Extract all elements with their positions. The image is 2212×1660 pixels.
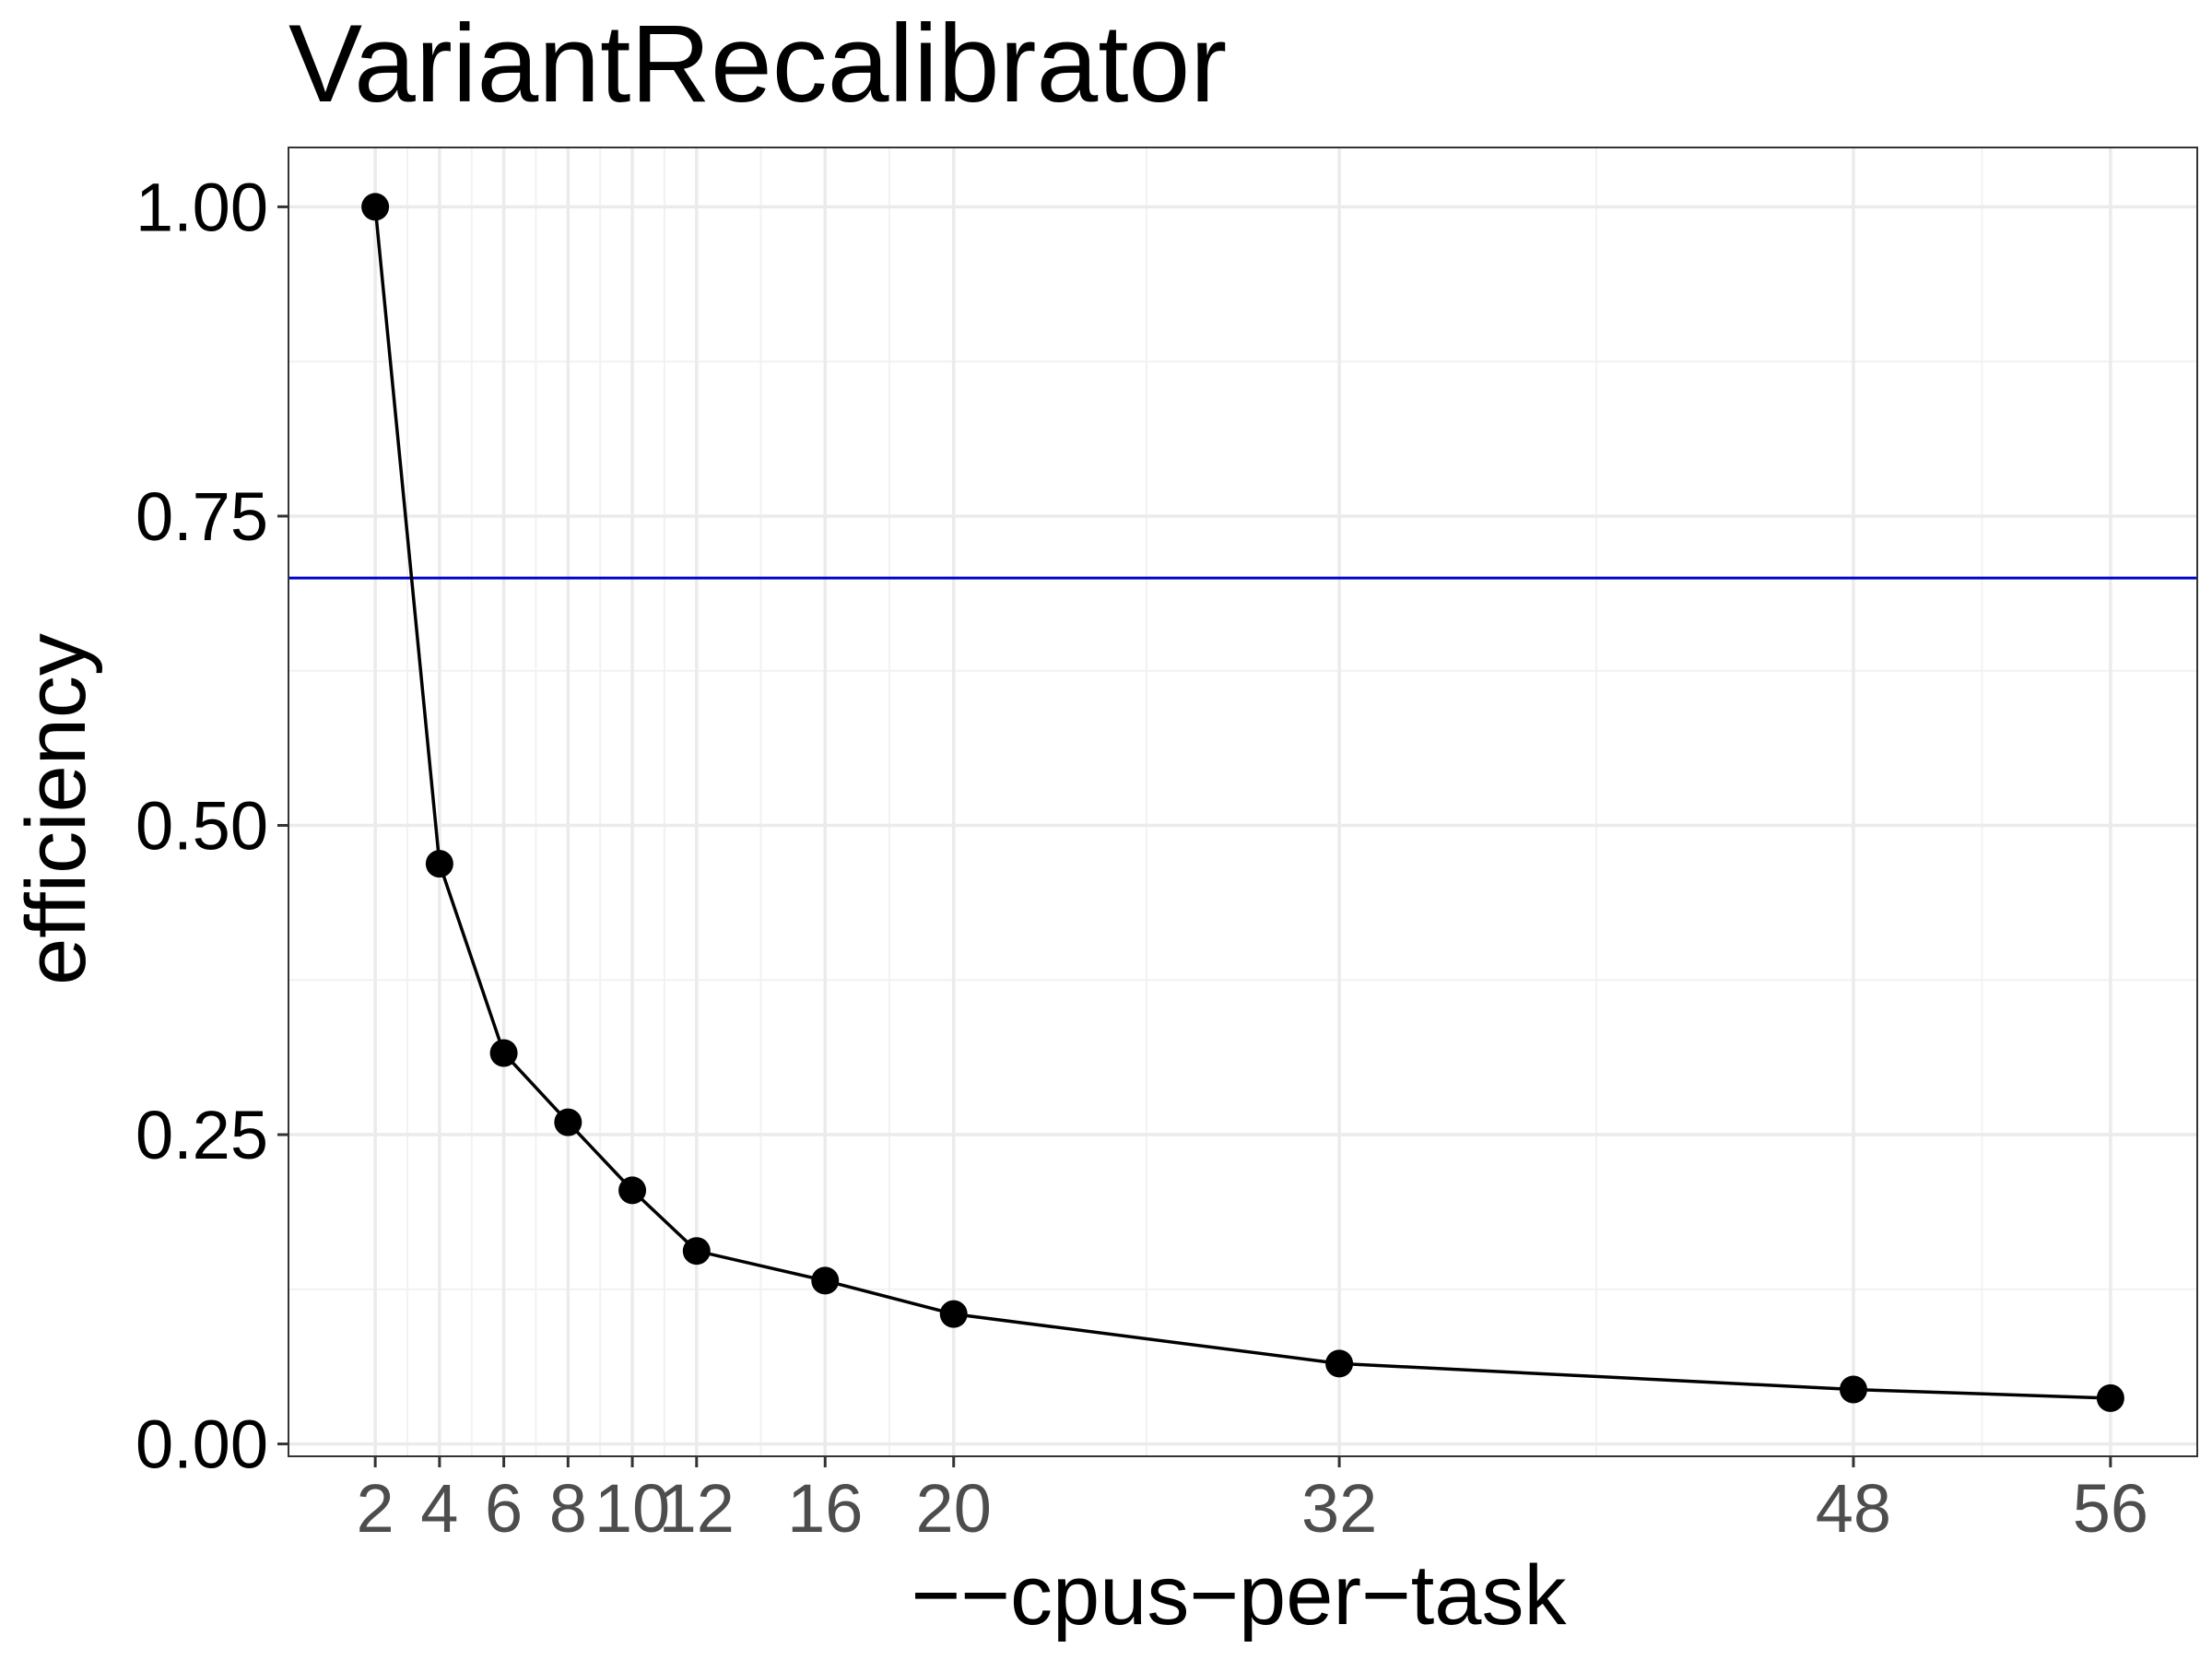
data-point — [618, 1176, 647, 1205]
y-tick-label: 1.00 — [135, 169, 268, 245]
data-point — [425, 850, 453, 878]
data-point — [1325, 1349, 1354, 1378]
y-tick-label: 0.00 — [135, 1407, 268, 1483]
x-tick-label: 4 — [420, 1470, 458, 1547]
y-tick-label: 0.75 — [135, 478, 268, 555]
data-point — [1839, 1375, 1867, 1404]
x-tick-label: 10 — [594, 1470, 670, 1547]
chart-title: VariantRecalibrator — [288, 2, 1227, 125]
data-point — [811, 1266, 840, 1295]
x-tick-label: 8 — [549, 1470, 587, 1547]
x-axis-title: −−cpus−per−task — [912, 1548, 1568, 1642]
data-point — [554, 1108, 582, 1136]
y-axis-title: efficiency — [9, 633, 103, 985]
data-point — [489, 1039, 518, 1067]
x-tick-label: 48 — [1816, 1470, 1891, 1547]
y-tick-label: 0.25 — [135, 1097, 268, 1173]
x-tick-label: 12 — [659, 1470, 735, 1547]
data-points — [361, 193, 2124, 1412]
data-point — [361, 193, 390, 221]
y-tick-label: 0.50 — [135, 788, 268, 865]
x-tick-label: 16 — [787, 1470, 863, 1547]
x-tick-label: 20 — [916, 1470, 992, 1547]
data-point — [682, 1237, 711, 1266]
data-point — [939, 1300, 968, 1328]
x-tick-label: 32 — [1301, 1470, 1377, 1547]
grid — [288, 147, 2197, 1456]
x-tick-label: 6 — [485, 1470, 523, 1547]
x-tick-label: 56 — [2073, 1470, 2148, 1547]
x-tick-label: 2 — [357, 1470, 394, 1547]
data-point — [2096, 1383, 2124, 1412]
series-line — [373, 206, 2111, 1400]
panel-border — [288, 147, 2198, 1457]
